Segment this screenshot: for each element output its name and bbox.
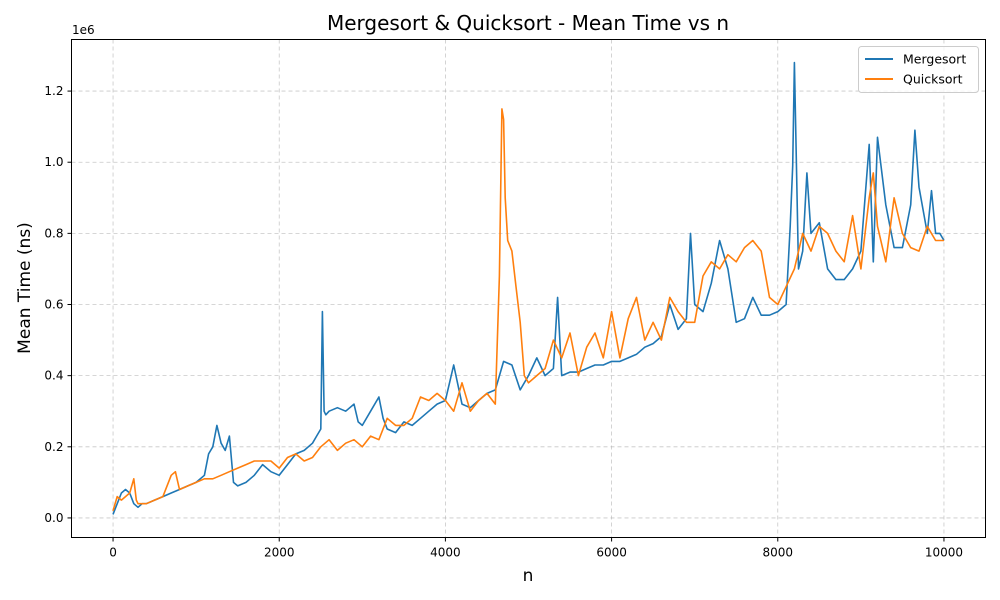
series-line-mergesort	[112, 61, 945, 515]
ticks: 0 2000 4000 6000 8000 10000 0.0 0.2 0.4 0.6 0.8 1.0…	[44, 84, 963, 559]
y-tick-label: 0.8	[44, 226, 63, 240]
y-tick-label: 0.0	[44, 511, 63, 525]
x-tick-label: 6000	[596, 546, 627, 560]
y-tick-label: 1.0	[44, 155, 63, 169]
x-tick-label: 8000	[762, 546, 793, 560]
y-tick-label: 0.2	[44, 440, 63, 454]
legend-label-quicksort: Quicksort	[903, 72, 963, 87]
x-axis-label: n	[523, 566, 534, 586]
plot-frame	[71, 39, 986, 538]
x-tick-label: 4000	[430, 546, 461, 560]
y-tick-label: 0.6	[44, 298, 63, 312]
series-layer	[112, 61, 945, 515]
x-tick-label: 0	[109, 546, 117, 560]
x-tick-label: 10000	[925, 546, 963, 560]
y-axis-label: Mean Time (ns)	[15, 222, 35, 354]
legend: Mergesort Quicksort	[858, 46, 979, 93]
series-line-quicksort	[112, 108, 944, 512]
y-offset-label: 1e6	[72, 23, 95, 37]
y-tick-label: 0.4	[44, 369, 63, 383]
legend-label-mergesort: Mergesort	[903, 52, 966, 67]
chart-title: Mergesort & Quicksort - Mean Time vs n	[327, 11, 729, 35]
x-tick-label: 2000	[264, 546, 295, 560]
y-tick-label: 1.2	[44, 84, 63, 98]
